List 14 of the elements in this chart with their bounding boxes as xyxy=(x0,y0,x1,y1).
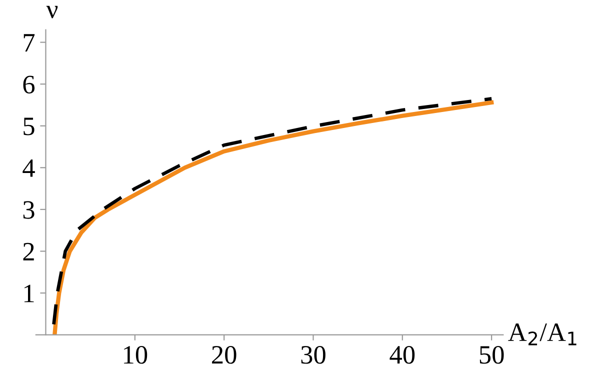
x-tick-label: 30 xyxy=(301,346,326,364)
y-axis-title: ν xyxy=(46,6,58,18)
x-tick-label: 40 xyxy=(390,346,415,364)
x-tick-label: 10 xyxy=(124,346,148,364)
y-tick-label: 6 xyxy=(23,76,35,94)
x-tick-label: 20 xyxy=(212,346,236,364)
x-tick-label: 50 xyxy=(480,346,504,364)
y-tick-label: 1 xyxy=(24,284,34,302)
y-tick-label: 7 xyxy=(24,34,35,52)
y-tick-label: 2 xyxy=(23,242,34,260)
y-tick-label: 5 xyxy=(24,118,34,136)
y-tick-label: 4 xyxy=(22,159,35,177)
x-axis-title: A$_{2}$/A$_{1}$ xyxy=(508,323,576,346)
y-tick-label: 3 xyxy=(23,201,34,219)
